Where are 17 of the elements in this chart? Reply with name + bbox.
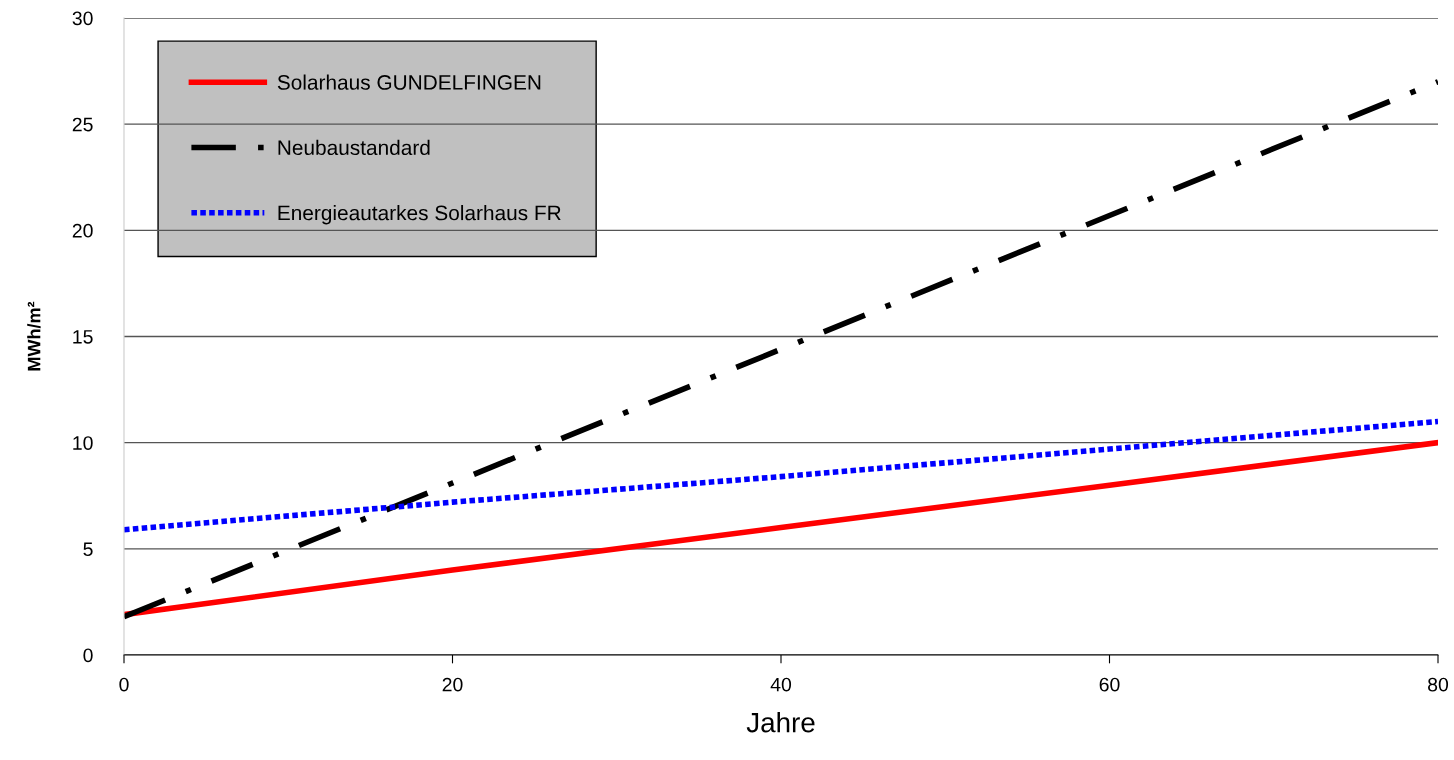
y-tick-label: 25 — [72, 117, 93, 132]
y-tick-label: 20 — [72, 223, 93, 238]
legend-label: Neubaustandard — [278, 139, 430, 156]
x-tick-label: 0 — [119, 677, 129, 692]
legend-label: Energieautarkes Solarhaus FR — [278, 205, 561, 225]
x-tick-label: 80 — [1428, 677, 1449, 692]
y-axis-title: MWh/m² — [27, 301, 41, 371]
x-tick-label: 40 — [770, 677, 792, 692]
x-tick-label: 20 — [442, 677, 463, 692]
x-axis-title: Jahre — [746, 712, 815, 733]
y-tick-label: 15 — [73, 330, 93, 344]
legend-label: Solarhaus GUNDELFINGEN — [277, 74, 541, 90]
y-tick-label: 30 — [72, 11, 93, 26]
y-tick-label: 5 — [83, 542, 93, 557]
y-tick-label: 0 — [83, 648, 93, 663]
y-tick-label: 10 — [73, 436, 93, 450]
x-tick-label: 60 — [1099, 677, 1120, 692]
